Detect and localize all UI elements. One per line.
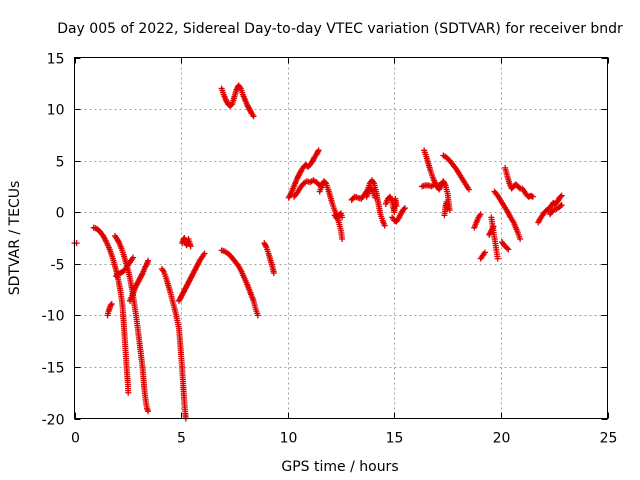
data-point [339, 236, 346, 243]
y-tick-label: 5 [56, 155, 65, 171]
data-point [504, 245, 511, 252]
series-s5 [113, 254, 137, 280]
data-point [557, 193, 564, 200]
series-s25 [471, 211, 484, 231]
series-s9 [175, 250, 208, 304]
series-s22 [419, 181, 445, 190]
data-point [107, 302, 114, 309]
series-s17 [348, 177, 388, 229]
data-points [71, 82, 565, 422]
data-point [108, 301, 115, 308]
y-tick-label: -10 [42, 309, 65, 325]
data-point [505, 246, 512, 253]
x-tick-label: 10 [280, 431, 298, 447]
series-s14 [291, 177, 325, 200]
series-s23 [440, 152, 472, 193]
data-point [400, 206, 407, 213]
data-point [270, 270, 277, 277]
x-tick-label: 0 [71, 431, 80, 447]
series-s19 [382, 193, 400, 216]
series-s4 [112, 232, 152, 415]
data-point [145, 408, 152, 415]
series-s1 [71, 240, 80, 247]
series-s10 [218, 247, 261, 319]
data-point [130, 254, 137, 261]
data-point [381, 222, 388, 229]
series-s12 [218, 82, 257, 120]
data-point [465, 186, 472, 193]
series-s33 [546, 201, 565, 218]
data-point [401, 205, 408, 212]
series-s3 [104, 301, 115, 319]
series-s2 [90, 224, 132, 396]
axis-ticks: 0 5 10 15 20 25 -20 -15 -10 -5 0 5 10 15 [42, 52, 618, 447]
data-point [481, 249, 488, 256]
data-point [315, 147, 322, 154]
data-point [444, 206, 451, 213]
y-tick-label: 10 [47, 103, 65, 119]
data-point [494, 255, 501, 262]
data-point [558, 192, 565, 199]
series-s28 [488, 214, 501, 262]
data-point [339, 214, 346, 221]
data-point [145, 257, 152, 264]
data-point [125, 389, 132, 396]
data-point [254, 312, 261, 319]
data-point [529, 193, 536, 200]
data-point [393, 203, 400, 210]
data-point [558, 201, 565, 208]
data-point [517, 236, 524, 243]
y-tick-label: -20 [42, 413, 65, 429]
series-s11 [261, 240, 277, 277]
series-s24 [441, 198, 451, 219]
data-point [372, 194, 379, 201]
series-s7 [158, 265, 189, 422]
series-s15 [316, 178, 346, 243]
data-point [477, 211, 484, 218]
data-point [557, 203, 564, 210]
x-tick-label: 5 [177, 431, 186, 447]
data-point [516, 184, 523, 191]
series-s8 [179, 235, 194, 250]
series-s32 [535, 192, 565, 226]
series-s20 [389, 205, 408, 225]
series-s16 [331, 210, 346, 222]
y-tick-label: -5 [51, 258, 65, 274]
series-s6 [126, 257, 152, 304]
data-point [250, 113, 257, 120]
series-s13 [285, 147, 322, 201]
series-s18 [363, 184, 379, 201]
data-point [187, 243, 194, 250]
series-s26 [477, 249, 488, 262]
data-point [438, 181, 445, 188]
grid-lines [74, 57, 608, 419]
plot-frame [74, 57, 608, 419]
x-tick-label: 15 [386, 431, 404, 447]
data-point [201, 250, 208, 257]
y-tick-label: 0 [56, 206, 65, 222]
y-tick-label: 15 [47, 52, 65, 68]
series-s30 [498, 239, 512, 253]
x-tick-label: 25 [600, 431, 618, 447]
x-axis-label: GPS time / hours [281, 459, 398, 475]
series-s29 [491, 188, 524, 243]
series-s31 [502, 164, 536, 200]
y-tick-label: -15 [42, 361, 65, 377]
data-point [262, 242, 269, 249]
chart-title: Day 005 of 2022, Sidereal Day-to-day VTE… [57, 21, 623, 37]
data-point [322, 179, 329, 186]
x-tick-label: 20 [493, 431, 511, 447]
y-axis-label: SDTVAR / TECUs [7, 181, 23, 296]
